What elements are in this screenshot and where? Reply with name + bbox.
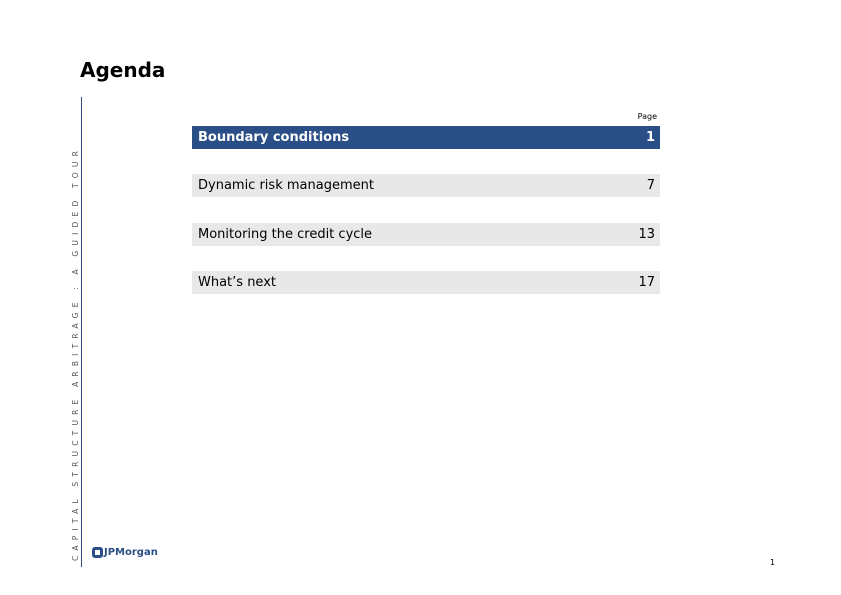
agenda-item-label: Monitoring the credit cycle <box>198 227 373 242</box>
agenda-item[interactable]: Boundary conditions 1 <box>192 126 660 149</box>
page-title: Agenda <box>80 58 166 82</box>
divider <box>81 97 82 567</box>
agenda-item-page: 1 <box>645 130 655 145</box>
agenda-item-label: Boundary conditions <box>198 130 350 145</box>
agenda-item[interactable]: Dynamic risk management 7 <box>192 174 660 197</box>
page-column-header: Page <box>637 112 657 121</box>
page-number: 1 <box>770 558 776 567</box>
agenda-item[interactable]: Monitoring the credit cycle 13 <box>192 223 660 246</box>
agenda-item-label: Dynamic risk management <box>198 178 374 193</box>
agenda-item-label: What’s next <box>198 275 276 290</box>
agenda-item-page: 13 <box>638 227 655 242</box>
side-caption: CAPITAL STRUCTURE ARBITRAGE : A GUIDED T… <box>71 146 80 561</box>
jpmorgan-logo: JPMorgan <box>92 547 158 558</box>
agenda-item-page: 7 <box>646 178 655 193</box>
agenda-item[interactable]: What’s next 17 <box>192 271 660 294</box>
agenda-item-page: 17 <box>638 275 655 290</box>
logo-mark-icon <box>92 547 103 558</box>
